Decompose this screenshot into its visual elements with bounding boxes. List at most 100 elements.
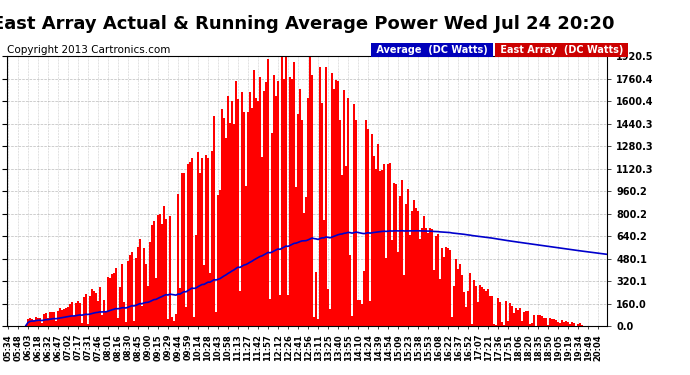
Bar — [553, 319, 555, 326]
Bar — [331, 73, 333, 326]
Bar — [121, 264, 123, 326]
Bar — [337, 81, 339, 326]
Bar — [171, 318, 173, 326]
Text: East Array Actual & Running Average Power Wed Jul 24 20:20: East Array Actual & Running Average Powe… — [0, 15, 615, 33]
Bar — [151, 225, 153, 326]
Bar — [269, 299, 271, 326]
Bar — [497, 298, 499, 326]
Bar — [207, 158, 209, 326]
Bar — [379, 171, 381, 326]
Bar — [249, 92, 251, 326]
Bar — [43, 315, 45, 326]
Bar — [167, 319, 169, 326]
Bar — [285, 56, 287, 326]
Bar — [487, 289, 489, 326]
Bar — [443, 257, 445, 326]
Bar — [41, 323, 43, 326]
Bar — [161, 224, 163, 326]
Bar — [247, 112, 249, 326]
Bar — [61, 309, 63, 326]
Bar — [365, 120, 367, 326]
Bar — [453, 286, 455, 326]
Bar — [179, 288, 181, 326]
Bar — [471, 324, 473, 326]
Bar — [343, 90, 345, 326]
Bar — [465, 308, 467, 326]
Bar — [137, 247, 139, 326]
Bar — [123, 302, 125, 326]
Bar — [149, 242, 151, 326]
Bar — [323, 220, 325, 326]
Bar — [351, 316, 353, 326]
Bar — [377, 144, 379, 326]
Bar — [181, 173, 183, 326]
Bar — [521, 321, 523, 326]
Bar — [307, 98, 309, 326]
Bar — [99, 287, 101, 326]
Bar — [273, 75, 275, 326]
Bar — [407, 189, 409, 326]
Bar — [205, 155, 207, 326]
Bar — [229, 123, 231, 326]
Bar — [531, 322, 533, 326]
Bar — [339, 120, 341, 326]
Bar — [71, 303, 73, 326]
Bar — [111, 274, 113, 326]
Bar — [579, 322, 581, 326]
Bar — [463, 292, 465, 326]
Bar — [73, 316, 75, 326]
Bar — [143, 248, 145, 326]
Bar — [395, 184, 397, 326]
Bar — [479, 285, 481, 326]
Bar — [383, 164, 385, 326]
Bar — [493, 324, 495, 326]
Bar — [393, 183, 395, 326]
Bar — [279, 295, 281, 326]
Bar — [435, 236, 437, 326]
Bar — [37, 318, 39, 326]
Bar — [469, 273, 471, 326]
Bar — [145, 264, 147, 326]
Bar — [217, 195, 219, 326]
Bar — [115, 268, 117, 326]
Bar — [131, 252, 133, 326]
Bar — [321, 102, 323, 326]
Bar — [203, 265, 205, 326]
Bar — [49, 312, 51, 326]
Bar — [45, 314, 47, 326]
Text: Copyright 2013 Cartronics.com: Copyright 2013 Cartronics.com — [7, 45, 170, 55]
Bar — [481, 286, 483, 326]
Bar — [233, 124, 235, 326]
Bar — [571, 322, 573, 326]
Bar — [267, 58, 269, 326]
Bar — [449, 250, 451, 326]
Bar — [317, 320, 319, 326]
Bar — [47, 318, 49, 326]
Bar — [367, 129, 369, 326]
Bar — [543, 318, 545, 326]
Bar — [529, 324, 531, 326]
Bar — [541, 316, 543, 326]
Bar — [349, 255, 351, 326]
Bar — [199, 173, 201, 326]
Bar — [289, 77, 291, 326]
Bar — [77, 301, 79, 326]
Bar — [159, 214, 161, 326]
Bar — [265, 81, 267, 326]
Bar — [295, 187, 297, 326]
Bar — [75, 303, 77, 326]
Bar — [281, 56, 283, 326]
Bar — [513, 313, 515, 326]
Bar — [65, 308, 67, 326]
Bar — [225, 138, 227, 326]
Bar — [413, 200, 415, 326]
Bar — [459, 264, 461, 326]
Bar — [259, 77, 261, 326]
Bar — [309, 56, 311, 326]
Bar — [293, 62, 295, 326]
Bar — [561, 320, 563, 326]
Bar — [253, 70, 255, 326]
Bar — [389, 163, 391, 326]
Bar — [79, 303, 81, 326]
Bar — [549, 318, 551, 326]
